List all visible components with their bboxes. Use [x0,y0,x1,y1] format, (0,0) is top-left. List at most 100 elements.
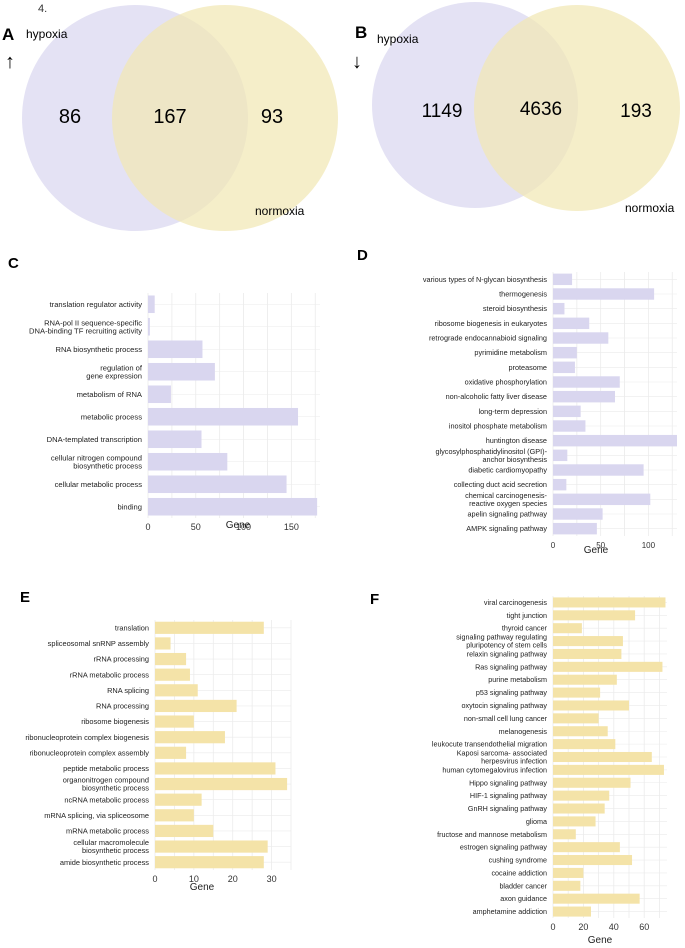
bar [155,762,276,775]
venn-count-both: 4636 [520,99,562,120]
category-label: regulation of [100,363,143,372]
bar [148,362,215,381]
category-label: inositol phosphate metabolism [449,422,547,431]
axis-title-x: Gene [226,520,251,531]
category-label: mRNA metabolic process [66,827,149,836]
category-label: ribosome biogenesis in eukaryotes [435,319,548,328]
tick-label: 0 [551,541,556,550]
category-label: biosynthetic process [82,784,149,793]
figure-number: 4. [38,3,47,15]
category-label: RNA-pol II sequence-specific [44,318,142,327]
bar [553,880,581,891]
bar [553,508,603,520]
venn-count-both: 167 [153,106,186,128]
bar [553,661,663,672]
category-label: spliceosomal snRNP assembly [48,639,150,648]
bar [553,739,616,750]
category-label: anchor biosynthesis [483,455,548,464]
bar [553,610,636,621]
bar [553,288,655,300]
category-label: retrograde endocannabioid signaling [429,334,547,343]
category-label: amide biosynthetic process [60,858,149,867]
bar [553,434,677,447]
category-label: rRNA metabolic process [70,670,150,679]
category-label: biosynthetic process [82,846,149,855]
bar [553,867,584,878]
bar [553,597,666,608]
bar [553,478,567,491]
venn-set-label-right: normoxia [255,204,305,218]
category-label: rRNA processing [94,655,149,664]
category-label: apelin signaling pathway [467,510,547,519]
bar [553,317,590,330]
category-label: DNA-templated transcription [47,435,142,444]
bar [553,687,601,698]
category-label: RNA processing [96,702,149,711]
category-label: ncRNA metabolic process [64,795,149,804]
category-label: axon guidance [500,894,547,903]
bar [553,726,608,737]
bar [553,855,633,866]
tick-label: 0 [152,874,157,884]
bar [155,777,288,791]
category-label: ribonucleoprotein complex biogenesis [25,733,149,742]
bar [553,332,609,344]
panel-label: D [357,247,368,264]
bar [553,405,581,418]
venn-count-right-only: 93 [261,106,283,128]
category-label: reactive oxygen species [469,499,547,508]
panel-label: F [370,591,379,608]
category-label: ribosome biogenesis [81,717,149,726]
venn-circle-right [474,5,680,211]
direction-arrow: ↓ [352,51,362,73]
bar [155,731,225,744]
category-label: cellular metabolic process [55,480,143,489]
bar [553,346,577,359]
bar [553,449,568,462]
category-label: collecting duct acid secretion [454,480,547,489]
category-label: human cytomegalovirus infection [442,765,547,774]
bar [148,430,202,449]
category-label: viral carcinogenesis [484,598,548,607]
bar [553,648,622,659]
bar [553,829,576,840]
axis-title-x: Gene [584,545,609,556]
category-label: cellular macromolecule [73,838,149,847]
category-label: peptide metabolic process [63,764,149,773]
category-label: Kaposi sarcoma- associated [457,749,547,758]
venn-count-left-only: 1149 [422,101,463,122]
category-label: diabetic cardiomyopathy [468,466,547,475]
tick-label: 30 [267,874,277,884]
category-label: binding [118,502,143,511]
bar [155,840,268,853]
category-label: organonitrogen compound [63,776,149,785]
category-label: melanogenesis [499,727,548,736]
bar [553,842,620,853]
category-label: oxidative phosphorylation [465,378,547,387]
category-label: glycosylphosphatidylinositol (GPI)- [435,447,547,456]
bar [155,621,264,634]
venn-set-label-left: hypoxia [377,32,419,46]
bar [553,674,617,685]
venn-count-right-only: 193 [620,101,652,122]
tick-label: 20 [578,922,588,932]
category-label: pyrimidine metabolism [474,348,547,357]
category-label: tight junction [507,611,547,620]
category-label: pluripotency of stem cells [466,641,547,650]
panel-label: B [355,23,367,42]
venn-panel-a: A ↑ hypoxia normoxia 86 167 93 [2,5,338,231]
category-label: Hippo signaling pathway [469,778,547,787]
bar [148,452,228,471]
category-label: GnRH signaling pathway [468,804,548,813]
category-label: thermogenesis [499,290,547,299]
category-label: signaling pathway regulating [456,633,547,642]
bar [553,893,640,904]
bar [155,668,190,681]
bar [553,713,599,724]
bar [148,295,155,314]
bar [155,809,194,822]
